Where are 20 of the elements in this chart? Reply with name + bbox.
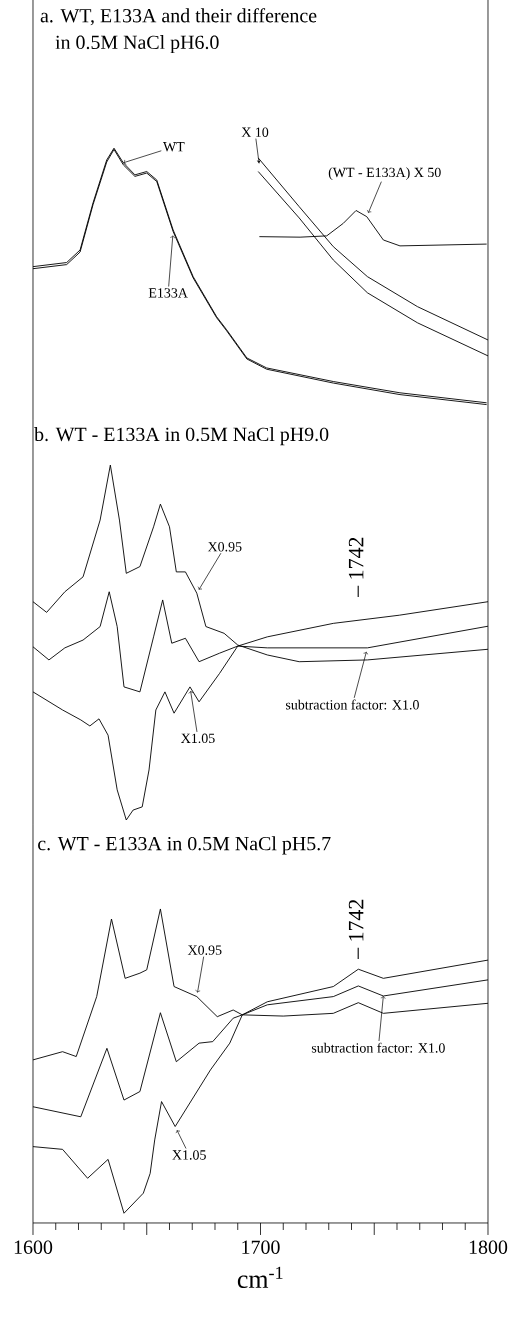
text: subtraction factor: X1.0: [286, 699, 419, 710]
series-label: WT: [163, 142, 185, 152]
chart-title: b. WT - E133A in 0.5M NaCl pH9.0: [34, 427, 329, 446]
series-label: X0.95: [187, 945, 222, 955]
x-axis-title: cm$^{-1}$: [237, 1266, 283, 1288]
text: (WT - E133A) X 50: [328, 167, 441, 180]
series-label: E133A: [148, 288, 188, 298]
chart-title: c. WT - E133A in 0.5M NaCl pH5.7: [38, 836, 331, 855]
text: X 10: [241, 127, 269, 137]
text: X0.95: [207, 542, 242, 552]
x-tick-label: 1600: [14, 1240, 53, 1254]
series-label: X1.05: [181, 733, 215, 744]
x-tick-label: 1800: [469, 1240, 508, 1254]
chart-title: a. WT, E133A and their difference: [40, 8, 317, 26]
legend-label: X1.05: [172, 1150, 206, 1160]
annotation: – 1742: [348, 899, 364, 960]
x-tick-label: 1700: [242, 1240, 280, 1254]
annotation: – 1742: [348, 537, 364, 597]
chart-subtitle: in 0.5M NaCl pH6.0: [55, 35, 219, 54]
text: subtraction factor: X1.0: [311, 1042, 445, 1053]
